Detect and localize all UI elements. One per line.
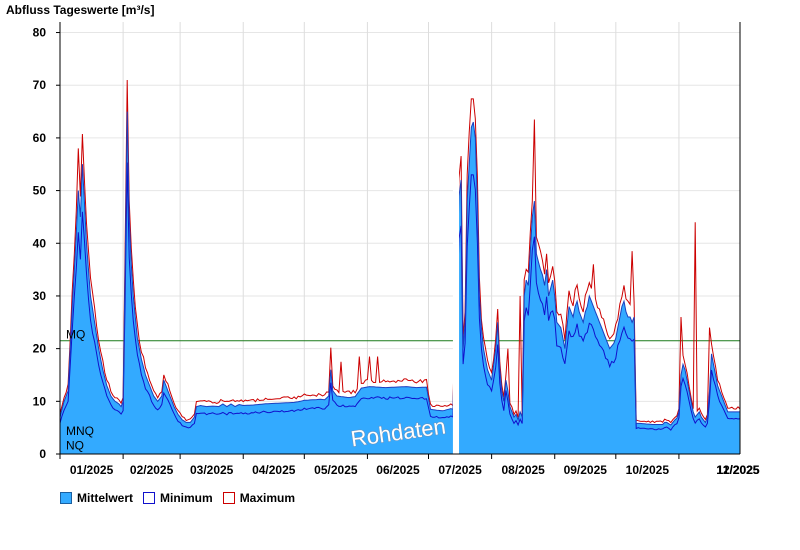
legend: Mittelwert Minimum Maximum (60, 489, 295, 507)
y-tick-label: 30 (33, 289, 47, 303)
x-tick-label: 07/2025 (438, 463, 482, 477)
maximum-line (59, 79, 741, 424)
mean-line (59, 111, 740, 426)
legend-label-minimum: Minimum (160, 491, 213, 505)
gap-layer (452, 172, 460, 454)
y-tick-label: 60 (33, 131, 47, 145)
data-gap (452, 172, 460, 454)
x-tick-label: 03/2025 (190, 463, 234, 477)
mean-area (60, 111, 740, 454)
y-tick-label: 20 (33, 342, 47, 356)
x-tick-label: 04/2025 (252, 463, 296, 477)
grid-layer (60, 22, 740, 454)
legend-item-minimum: Minimum (143, 489, 213, 507)
y-tick-label: 70 (33, 78, 47, 92)
x-tick-label: 11/2025 (717, 463, 760, 477)
y-tick-label: 80 (33, 26, 47, 40)
minimum-line (59, 162, 741, 431)
legend-swatch-minimum (143, 492, 156, 504)
legend-label-mean: Mittelwert (77, 491, 134, 505)
reference-label: NQ (66, 438, 84, 452)
x-tick-label: 06/2025 (376, 463, 420, 477)
y-tick-label: 0 (39, 447, 46, 461)
reference-label: MQ (66, 328, 85, 342)
axis-layer: 0 10 20 30 40 50 60 70 80 01/2025 02/2025 03/2025 04… (33, 22, 760, 477)
x-tick-label: 10/2025 (626, 463, 670, 477)
reference-label: MNQ (66, 424, 94, 438)
legend-item-maximum: Maximum (222, 489, 296, 507)
y-tick-label: 40 (33, 236, 47, 250)
legend-label-maximum: Maximum (239, 491, 296, 505)
y-tick-label: 50 (33, 184, 47, 198)
chart-title: Abfluss Tageswerte [m³/s] (6, 3, 154, 17)
legend-swatch-mean (60, 492, 72, 504)
x-tick-label: 12/2025 (716, 463, 760, 477)
y-tick-label: 10 (33, 394, 47, 408)
x-tick-label: 01/2025 (70, 463, 114, 477)
legend-item-mean: Mittelwert (60, 489, 133, 507)
legend-swatch-maximum (222, 492, 235, 504)
x-tick-label: 09/2025 (564, 463, 608, 477)
x-tick-label: 08/2025 (501, 463, 545, 477)
data-layer (59, 79, 741, 454)
x-tick-label: 05/2025 (314, 463, 358, 477)
x-tick-label: 02/2025 (130, 463, 174, 477)
